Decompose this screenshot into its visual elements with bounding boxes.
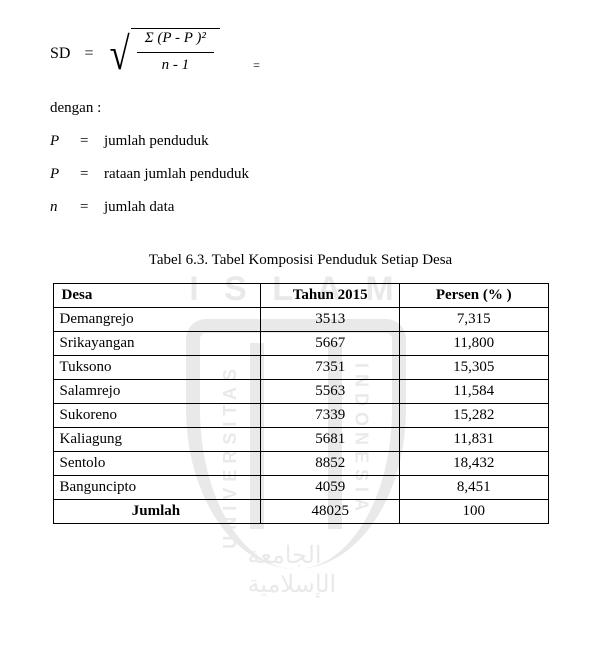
table-row: Tuksono 7351 15,305	[53, 356, 548, 380]
definitions-block: dengan : P = jumlah penduduk P = rataan …	[50, 100, 551, 216]
table-caption: Tabel 6.3. Tabel Komposisi Penduduk Seti…	[50, 252, 551, 269]
cell-persen: 18,432	[399, 452, 548, 476]
cell-desa: Sentolo	[53, 452, 261, 476]
formula-eq: =	[84, 45, 93, 63]
def-text: rataan jumlah penduduk	[104, 166, 249, 183]
formula-fraction: Σ (P - P )² n - 1	[131, 28, 220, 74]
cell-total-label: Jumlah	[53, 500, 261, 524]
cell-desa: Demangrejo	[53, 308, 261, 332]
sd-formula: SD = √ Σ (P - P )² n - 1 =	[50, 30, 551, 78]
formula-diacrit: =	[253, 58, 260, 73]
definition-row: P = rataan jumlah penduduk	[50, 166, 551, 183]
table-row: Salamrejo 5563 11,584	[53, 380, 548, 404]
table-header-row: Desa Tahun 2015 Persen (% )	[53, 284, 548, 308]
cell-tahun: 7339	[261, 404, 400, 428]
def-eq: =	[80, 166, 94, 183]
cell-total-tahun: 48025	[261, 500, 400, 524]
cell-tahun: 7351	[261, 356, 400, 380]
th-tahun: Tahun 2015	[261, 284, 400, 308]
def-eq: =	[80, 133, 94, 150]
page-content: SD = √ Σ (P - P )² n - 1 = dengan : P = …	[0, 0, 591, 554]
definition-row: n = jumlah data	[50, 199, 551, 216]
cell-desa: Kaliagung	[53, 428, 261, 452]
th-persen: Persen (% )	[399, 284, 548, 308]
table-row: Banguncipto 4059 8,451	[53, 476, 548, 500]
formula-lhs: SD	[50, 45, 70, 63]
cell-total-persen: 100	[399, 500, 548, 524]
cell-persen: 11,831	[399, 428, 548, 452]
table-row: Kaliagung 5681 11,831	[53, 428, 548, 452]
formula-sqrt: √ Σ (P - P )² n - 1 =	[107, 30, 219, 78]
def-text: jumlah penduduk	[104, 133, 209, 150]
table-row: Srikayangan 5667 11,800	[53, 332, 548, 356]
cell-desa: Banguncipto	[53, 476, 261, 500]
formula-denominator: n - 1	[137, 53, 214, 74]
cell-desa: Salamrejo	[53, 380, 261, 404]
cell-tahun: 8852	[261, 452, 400, 476]
def-symbol: P	[50, 166, 70, 183]
cell-desa: Srikayangan	[53, 332, 261, 356]
cell-persen: 15,305	[399, 356, 548, 380]
cell-tahun: 5681	[261, 428, 400, 452]
cell-tahun: 4059	[261, 476, 400, 500]
cell-tahun: 5563	[261, 380, 400, 404]
def-symbol: P	[50, 133, 70, 150]
cell-desa: Sukoreno	[53, 404, 261, 428]
cell-desa: Tuksono	[53, 356, 261, 380]
cell-persen: 11,584	[399, 380, 548, 404]
cell-persen: 15,282	[399, 404, 548, 428]
cell-tahun: 3513	[261, 308, 400, 332]
cell-persen: 11,800	[399, 332, 548, 356]
table-row: Sukoreno 7339 15,282	[53, 404, 548, 428]
formula-numerator: Σ (P - P )²	[137, 27, 214, 53]
sqrt-sign-icon: √	[110, 38, 130, 70]
cell-persen: 8,451	[399, 476, 548, 500]
definitions-heading: dengan :	[50, 100, 551, 117]
table-row: Demangrejo 3513 7,315	[53, 308, 548, 332]
definition-row: P = jumlah penduduk	[50, 133, 551, 150]
cell-tahun: 5667	[261, 332, 400, 356]
def-eq: =	[80, 199, 94, 216]
def-symbol: n	[50, 199, 70, 216]
population-table: Desa Tahun 2015 Persen (% ) Demangrejo 3…	[53, 283, 549, 524]
th-desa: Desa	[53, 284, 261, 308]
table-total-row: Jumlah 48025 100	[53, 500, 548, 524]
def-text: jumlah data	[104, 199, 174, 216]
cell-persen: 7,315	[399, 308, 548, 332]
table-row: Sentolo 8852 18,432	[53, 452, 548, 476]
